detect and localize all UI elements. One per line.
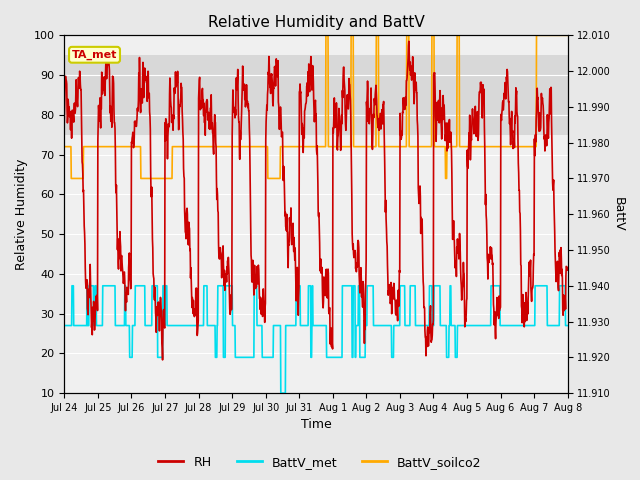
Y-axis label: BattV: BattV [612, 197, 625, 231]
X-axis label: Time: Time [301, 419, 332, 432]
Title: Relative Humidity and BattV: Relative Humidity and BattV [207, 15, 424, 30]
Y-axis label: Relative Humidity: Relative Humidity [15, 158, 28, 270]
Text: TA_met: TA_met [72, 49, 117, 60]
Bar [64, 55, 568, 135]
Legend: RH, BattV_met, BattV_soilco2: RH, BattV_met, BattV_soilco2 [154, 451, 486, 474]
